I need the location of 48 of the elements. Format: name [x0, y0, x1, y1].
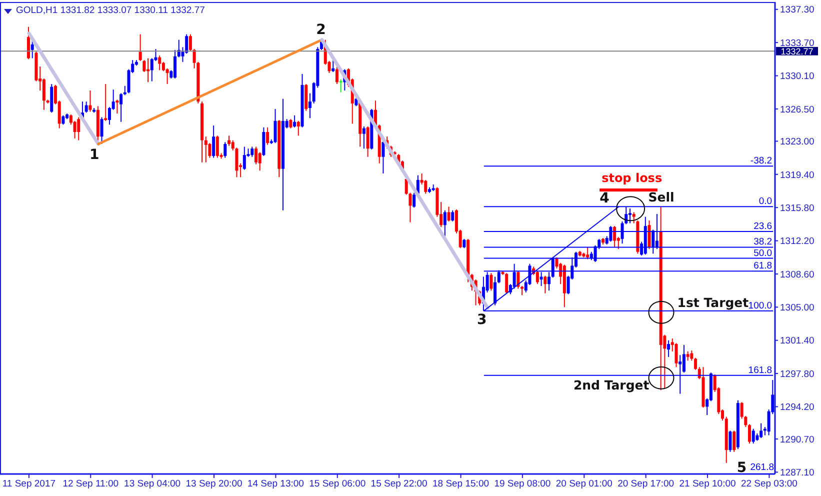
annotation: Sell — [648, 189, 674, 204]
chart-title: GOLD,H1 1331.82 1333.07 1330.11 1332.77 — [16, 5, 205, 17]
series-label: -38.2 — [750, 156, 772, 167]
x-tick-label: 13 Sep 04:00 — [124, 478, 181, 490]
y-tick-label: 1297.80 — [780, 368, 814, 380]
y-tick-label: 1312.20 — [780, 236, 814, 248]
series-label: 23.6 — [754, 221, 772, 232]
x-tick-label: 12 Sep 11:00 — [62, 478, 119, 490]
x-tick-label: 14 Sep 13:00 — [247, 478, 304, 490]
x-tick-label: 15 Sep 06:00 — [309, 478, 366, 490]
x-tick-label: 21 Sep 10:00 — [679, 478, 736, 490]
y-tick-label: 1301.40 — [780, 336, 814, 347]
x-tick-label: 20 Sep 01:00 — [556, 478, 612, 490]
y-tick-label: 1308.60 — [780, 269, 814, 280]
x-tick-label: 20 Sep 17:00 — [618, 478, 674, 490]
series-label: 38.2 — [754, 236, 772, 248]
y-tick-label: 1287.10 — [780, 468, 814, 479]
x-tick-label: 18 Sep 15:00 — [432, 478, 490, 490]
x-tick-label: 13 Sep 20:00 — [186, 478, 242, 490]
annotation: 5 — [736, 460, 747, 476]
annotation: 1st Target — [677, 294, 749, 310]
annotation: 4 — [600, 190, 610, 207]
series-label: 61.8 — [754, 260, 772, 272]
annotation: 1 — [89, 146, 100, 163]
y-tick-label: 1330.10 — [780, 71, 814, 82]
y-tick-label: 1326.50 — [780, 104, 814, 116]
annotation: 261.8 — [750, 462, 774, 474]
annotation: 2 — [316, 22, 326, 38]
annotation: 2nd Target — [573, 376, 650, 392]
y-tick-label: 1337.30 — [780, 4, 814, 16]
y-tick-label: 1305.00 — [780, 302, 814, 314]
series-label: 161.8 — [748, 364, 772, 376]
series-label: 0.0 — [758, 196, 772, 208]
y-tick-label: 1294.20 — [780, 402, 814, 414]
series-label: 100.0 — [748, 300, 772, 312]
x-tick-label: 11 Sep 2017 — [2, 478, 56, 490]
x-tick-label: 22 Sep 03:00 — [740, 478, 798, 490]
y-tick-label: 1315.80 — [780, 202, 814, 214]
ref-line-label: 1332.77 — [780, 46, 814, 56]
y-tick-label: 1319.40 — [780, 170, 814, 181]
y-tick-label: 1290.70 — [780, 434, 814, 446]
series-label: stop loss — [602, 171, 662, 186]
annotation: 3 — [477, 312, 487, 328]
x-tick-label: 15 Sep 22:00 — [370, 478, 428, 490]
x-tick-label: 19 Sep 08:00 — [494, 478, 551, 490]
y-tick-label: 1323.00 — [780, 136, 814, 148]
series-label: 50.0 — [754, 248, 772, 259]
y-tick-label: 1333.70 — [780, 38, 814, 49]
